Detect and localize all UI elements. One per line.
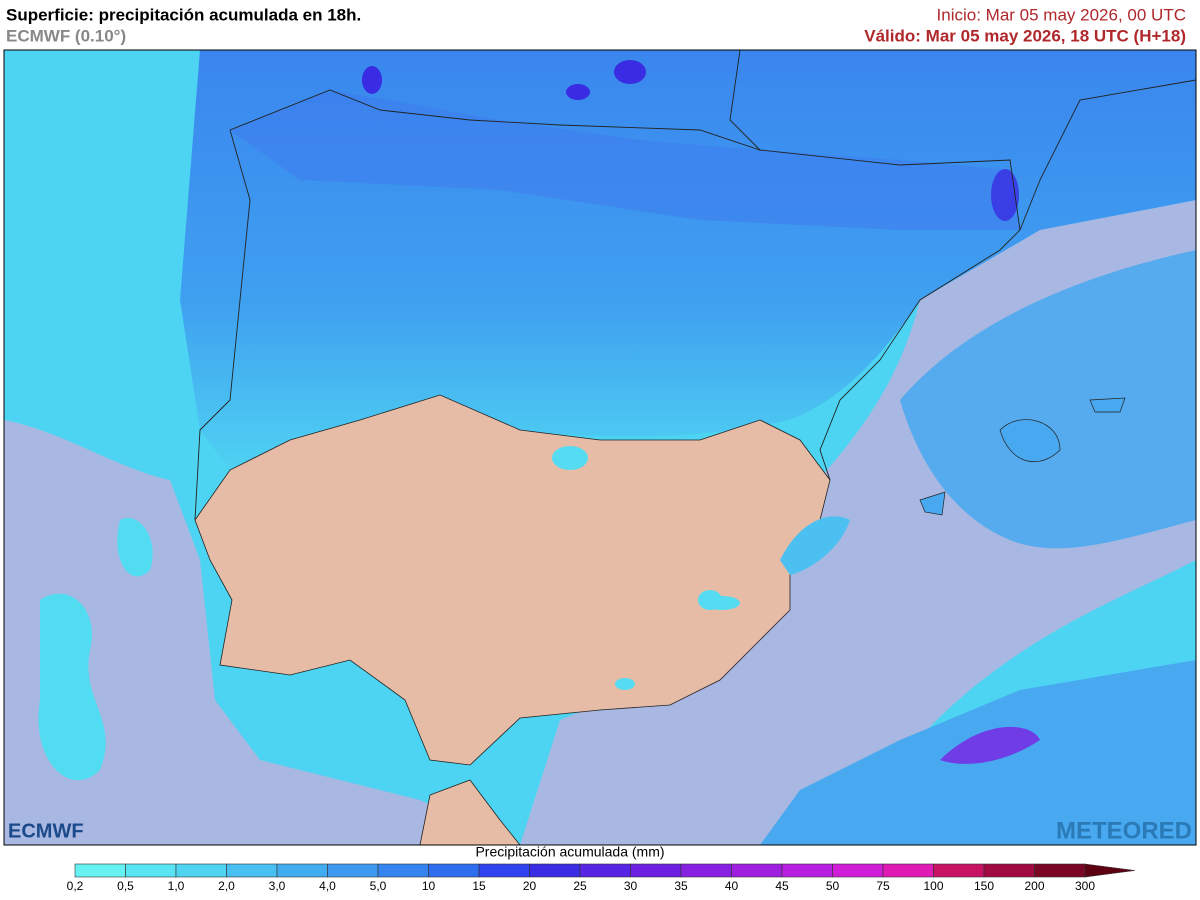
colorbar-tick-label: 3,0 <box>269 879 286 893</box>
precip-blob <box>615 678 635 690</box>
precip-core <box>566 84 590 100</box>
africa <box>419 779 521 845</box>
colorbar-segment <box>832 863 884 878</box>
precip-med <box>900 250 1196 549</box>
colorbar-tick-label: 50 <box>826 879 840 893</box>
precip-core <box>362 66 382 94</box>
colorbar-tick-label: 30 <box>624 879 638 893</box>
colorbar-segment <box>882 863 934 878</box>
map <box>4 50 1196 845</box>
colorbar-tick-label: 4,0 <box>319 879 336 893</box>
legend-title: Precipitación acumulada (mm) <box>475 844 664 860</box>
land-dry <box>194 394 831 766</box>
colorbar-tick-label: 10 <box>422 879 436 893</box>
colorbar-segment <box>933 863 985 878</box>
colorbar-tick-label: 0,2 <box>67 879 84 893</box>
valid-time: Válido: Mar 05 may 2026, 18 UTC (H+18) <box>864 26 1186 45</box>
colorbar-segment <box>1034 863 1086 878</box>
colorbar-segment <box>74 863 126 878</box>
colorbar-segment <box>377 863 429 878</box>
colorbar-segment <box>478 863 530 878</box>
colorbar-segment <box>630 863 682 878</box>
colorbar-tick-label: 0,5 <box>117 879 134 893</box>
colorbar-tick-label: 75 <box>876 879 890 893</box>
coastline <box>194 129 251 521</box>
colorbar-segment <box>175 863 227 878</box>
model: ECMWF (0.10°) <box>6 26 126 45</box>
colorbar-tick-label: 35 <box>674 879 688 893</box>
precip-core <box>991 169 1019 221</box>
precip-core <box>940 726 1040 764</box>
colorbar-tick-label: 20 <box>523 879 537 893</box>
precip-blob <box>117 518 153 577</box>
title: Superficie: precipitación acumulada en 1… <box>6 5 361 24</box>
colorbar-tick-label: 1,0 <box>168 879 185 893</box>
precip-blob <box>552 446 588 470</box>
colorbar-segment <box>428 863 480 878</box>
ecmwf-logo: ECMWF <box>8 820 84 842</box>
colorbar-segment <box>276 863 328 878</box>
mallorca <box>999 419 1061 463</box>
precip-core <box>614 60 646 84</box>
meteored-logo: METEORED <box>1056 817 1192 844</box>
colorbar-segment <box>579 863 631 878</box>
colorbar-segment <box>327 863 379 878</box>
colorbar-segment <box>680 863 732 878</box>
colorbar-segment <box>529 863 581 878</box>
precip-heavy <box>230 90 1020 230</box>
colorbar: 0,2 0,5 1,0 2,0 3,0 4,0 5,0 10 15 20 25 30 35 40 45 50 7… <box>67 863 1136 893</box>
colorbar-tick-label: 100 <box>923 879 943 893</box>
map-frame <box>3 49 1197 846</box>
colorbar-tick-label: 300 <box>1075 879 1095 893</box>
init-time: Inicio: Mar 05 may 2026, 00 UTC <box>937 5 1186 24</box>
precip-blob <box>704 596 740 610</box>
colorbar-tick-label: 40 <box>725 879 739 893</box>
colorbar-tick-label: 45 <box>775 879 789 893</box>
precip-blob <box>38 593 106 781</box>
colorbar-tick-label: 150 <box>974 879 994 893</box>
colorbar-tick-label: 25 <box>573 879 587 893</box>
colorbar-segment <box>731 863 783 878</box>
precip-blob <box>780 516 850 575</box>
colorbar-segment <box>781 863 833 878</box>
colorbar-tick-label: 5,0 <box>370 879 387 893</box>
menorca <box>1089 397 1126 413</box>
coastline <box>729 50 1196 231</box>
colorbar-tick-label: 200 <box>1024 879 1044 893</box>
colorbar-tick-label: 2,0 <box>218 879 235 893</box>
colorbar-segment <box>983 863 1035 878</box>
colorbar-segment <box>125 863 177 878</box>
colorbar-tick-label: 15 <box>472 879 486 893</box>
coastline <box>229 89 1021 481</box>
ibiza <box>919 491 946 516</box>
colorbar-segment <box>226 863 278 878</box>
colorbar-arrow <box>1084 863 1136 878</box>
